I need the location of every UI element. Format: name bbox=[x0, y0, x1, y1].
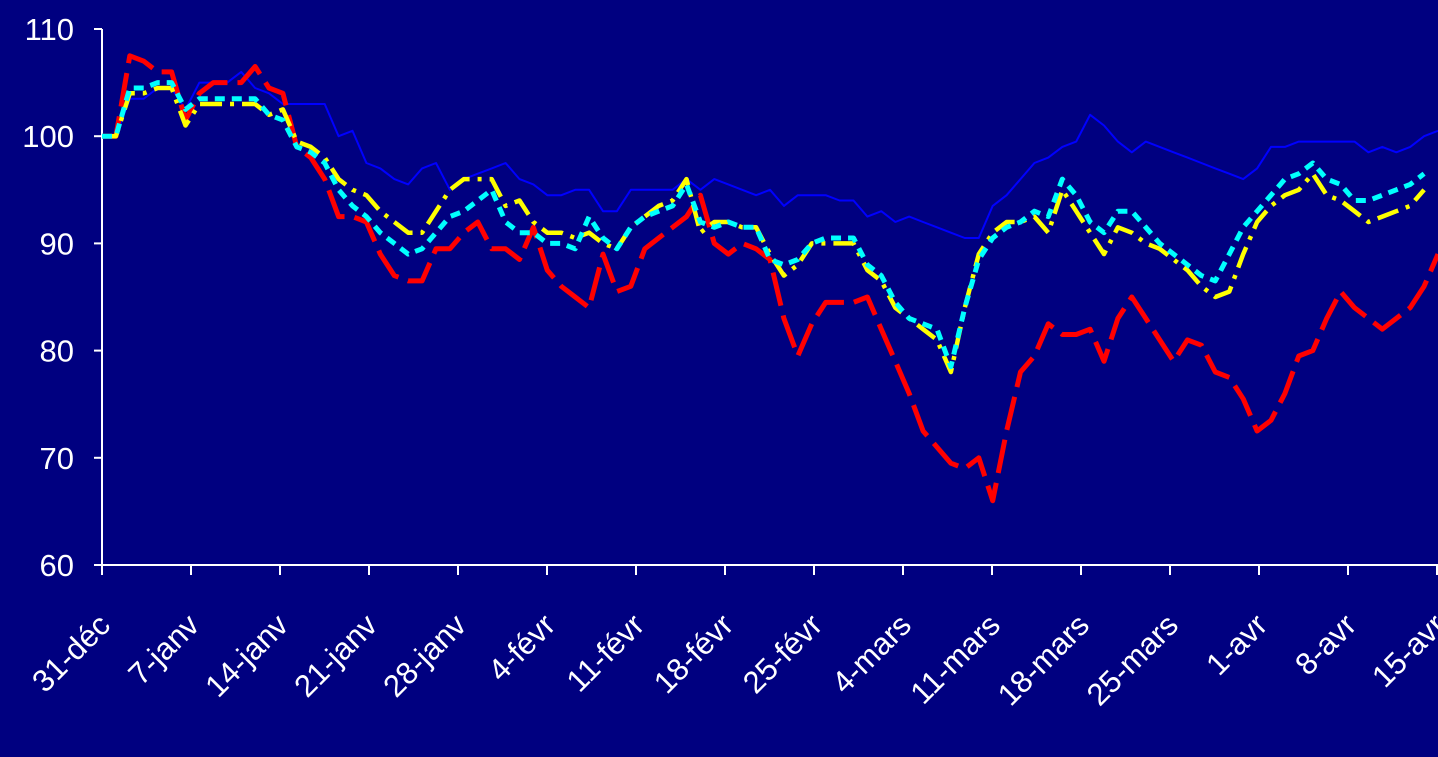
y-tick-label: 60 bbox=[40, 548, 74, 583]
y-tick-label: 70 bbox=[40, 441, 74, 476]
series-layer bbox=[102, 53, 1438, 504]
series-line-2 bbox=[102, 53, 1438, 504]
y-tick-label: 100 bbox=[22, 119, 74, 154]
y-tick-label: 90 bbox=[40, 226, 74, 261]
y-tick-label: 80 bbox=[40, 334, 74, 369]
y-tick-label: 110 bbox=[25, 12, 74, 47]
y-axis: 60 70 80 90 100 110 bbox=[22, 12, 103, 583]
series-line-3 bbox=[102, 85, 1426, 375]
series-line-1 bbox=[102, 70, 1438, 239]
series-line-4 bbox=[102, 80, 1426, 370]
